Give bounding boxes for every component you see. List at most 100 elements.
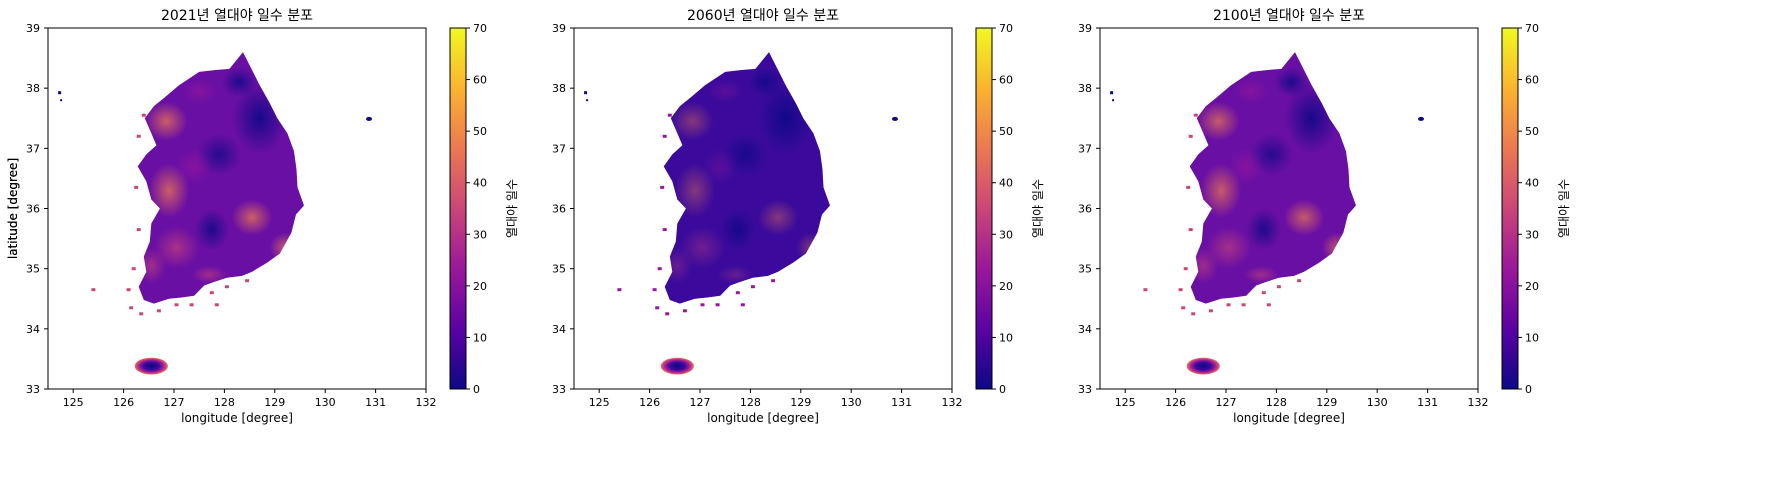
island bbox=[1266, 303, 1271, 307]
ulleung-island bbox=[892, 116, 898, 121]
colorbar-tick-label: 10 bbox=[1525, 331, 1539, 344]
y-tick-label: 35 bbox=[1078, 263, 1092, 276]
x-tick-label: 127 bbox=[1216, 396, 1237, 409]
colorbar-tick-label: 70 bbox=[999, 22, 1013, 35]
y-tick-label: 35 bbox=[26, 263, 40, 276]
colorbar-tick-label: 20 bbox=[1525, 280, 1539, 293]
chart-panel-1: 2021년 열대야 일수 분포 125 126 127 128 129 130 131 132 3… bbox=[6, 8, 519, 425]
island bbox=[1241, 303, 1246, 307]
heat-zone-hot bbox=[1200, 163, 1242, 218]
colorbar-label: 열대야 일수 bbox=[1031, 179, 1045, 238]
x-tick-label: 125 bbox=[589, 396, 610, 409]
x-tick-label: 131 bbox=[365, 396, 386, 409]
island bbox=[1188, 228, 1193, 232]
x-tick-label: 130 bbox=[841, 396, 862, 409]
x-tick-label: 132 bbox=[1468, 396, 1489, 409]
x-tick-label: 125 bbox=[1115, 396, 1136, 409]
island bbox=[131, 267, 136, 271]
island bbox=[1178, 288, 1183, 292]
x-tick-label: 126 bbox=[639, 396, 660, 409]
heat-zone-hot bbox=[145, 102, 188, 141]
x-tick-label: 128 bbox=[214, 396, 235, 409]
island bbox=[136, 134, 141, 138]
baengnyeong-island bbox=[1112, 99, 1115, 102]
heat-zone-hot bbox=[1197, 102, 1240, 141]
colorbar-tick-label: 10 bbox=[473, 331, 487, 344]
island bbox=[174, 303, 179, 307]
ulleung-island bbox=[1418, 116, 1424, 121]
x-tick-label: 130 bbox=[315, 396, 336, 409]
colorbar-tick-label: 10 bbox=[999, 331, 1013, 344]
y-axis-label: latitude [degree] bbox=[6, 158, 20, 259]
island bbox=[126, 288, 131, 292]
y-tick-label: 39 bbox=[552, 22, 566, 35]
x-tick-label: 130 bbox=[1367, 396, 1388, 409]
heat-zone-cool bbox=[221, 67, 258, 98]
baengnyeong-island bbox=[58, 91, 62, 95]
colorbar-tick-label: 30 bbox=[999, 228, 1013, 241]
chart-title: 2021년 열대야 일수 분포 bbox=[161, 8, 313, 24]
baengnyeong-island bbox=[1110, 91, 1114, 95]
heat-zone-mid bbox=[1228, 148, 1264, 185]
colorbar-tick-label: 0 bbox=[473, 383, 480, 396]
x-tick-label: 127 bbox=[690, 396, 711, 409]
x-tick-label: 129 bbox=[790, 396, 811, 409]
heat-zone-hot bbox=[269, 232, 300, 263]
x-tick-label: 126 bbox=[1165, 396, 1186, 409]
x-tick-label: 129 bbox=[1316, 396, 1337, 409]
y-tick-label: 34 bbox=[552, 323, 566, 336]
y-tick-label: 35 bbox=[552, 263, 566, 276]
island bbox=[1186, 185, 1191, 189]
heat-zone-warm bbox=[679, 226, 726, 269]
island bbox=[129, 306, 134, 310]
heat-zone-warm bbox=[717, 265, 753, 284]
colorbar-tick-label: 40 bbox=[473, 177, 487, 190]
heat-zone-hot bbox=[671, 102, 714, 141]
colorbar-tick-label: 60 bbox=[473, 74, 487, 87]
island bbox=[1261, 291, 1266, 295]
island bbox=[1193, 113, 1198, 117]
y-tick-label: 33 bbox=[552, 383, 566, 396]
y-tick-label: 38 bbox=[1078, 82, 1092, 95]
x-tick-label: 132 bbox=[942, 396, 963, 409]
island bbox=[136, 228, 141, 232]
island bbox=[1297, 279, 1302, 283]
baengnyeong-island bbox=[586, 99, 589, 102]
heat-zone-hot bbox=[1283, 199, 1325, 236]
colorbar-tick-label: 40 bbox=[999, 177, 1013, 190]
heat-zone-cool bbox=[1273, 67, 1310, 98]
island bbox=[1191, 312, 1196, 316]
heat-zone-cool bbox=[720, 208, 756, 251]
x-axis-label: longitude [degree] bbox=[181, 411, 293, 425]
island bbox=[209, 291, 214, 295]
colorbar bbox=[975, 27, 993, 390]
island bbox=[750, 285, 755, 289]
x-axis-label: longitude [degree] bbox=[1233, 411, 1345, 425]
heatmap-zones bbox=[663, 67, 827, 284]
colorbar bbox=[449, 27, 467, 390]
y-tick-label: 38 bbox=[552, 82, 566, 95]
island bbox=[1183, 267, 1188, 271]
heat-zone-cool bbox=[194, 208, 230, 251]
colorbar-tick-label: 70 bbox=[473, 22, 487, 35]
island bbox=[655, 306, 660, 310]
x-tick-label: 131 bbox=[1417, 396, 1438, 409]
y-tick-label: 33 bbox=[26, 383, 40, 396]
colorbar-tick-label: 0 bbox=[999, 383, 1006, 396]
colorbar-tick-label: 50 bbox=[473, 125, 487, 138]
island bbox=[1276, 285, 1281, 289]
island bbox=[662, 228, 667, 232]
y-tick-label: 36 bbox=[1078, 203, 1092, 216]
heat-zone-mid bbox=[707, 79, 743, 104]
y-tick-label: 37 bbox=[26, 142, 40, 155]
heat-zone-warm bbox=[153, 226, 200, 269]
heat-zone-cool bbox=[1246, 208, 1282, 251]
y-axis-label: latitude [degree] bbox=[6, 158, 20, 259]
colorbar-tick-label: 20 bbox=[473, 280, 487, 293]
ulleung-island bbox=[366, 116, 372, 121]
island bbox=[700, 303, 705, 307]
island bbox=[657, 267, 662, 271]
island bbox=[662, 134, 667, 138]
heat-zone-warm bbox=[1189, 247, 1219, 284]
y-tick-label: 34 bbox=[1078, 323, 1092, 336]
